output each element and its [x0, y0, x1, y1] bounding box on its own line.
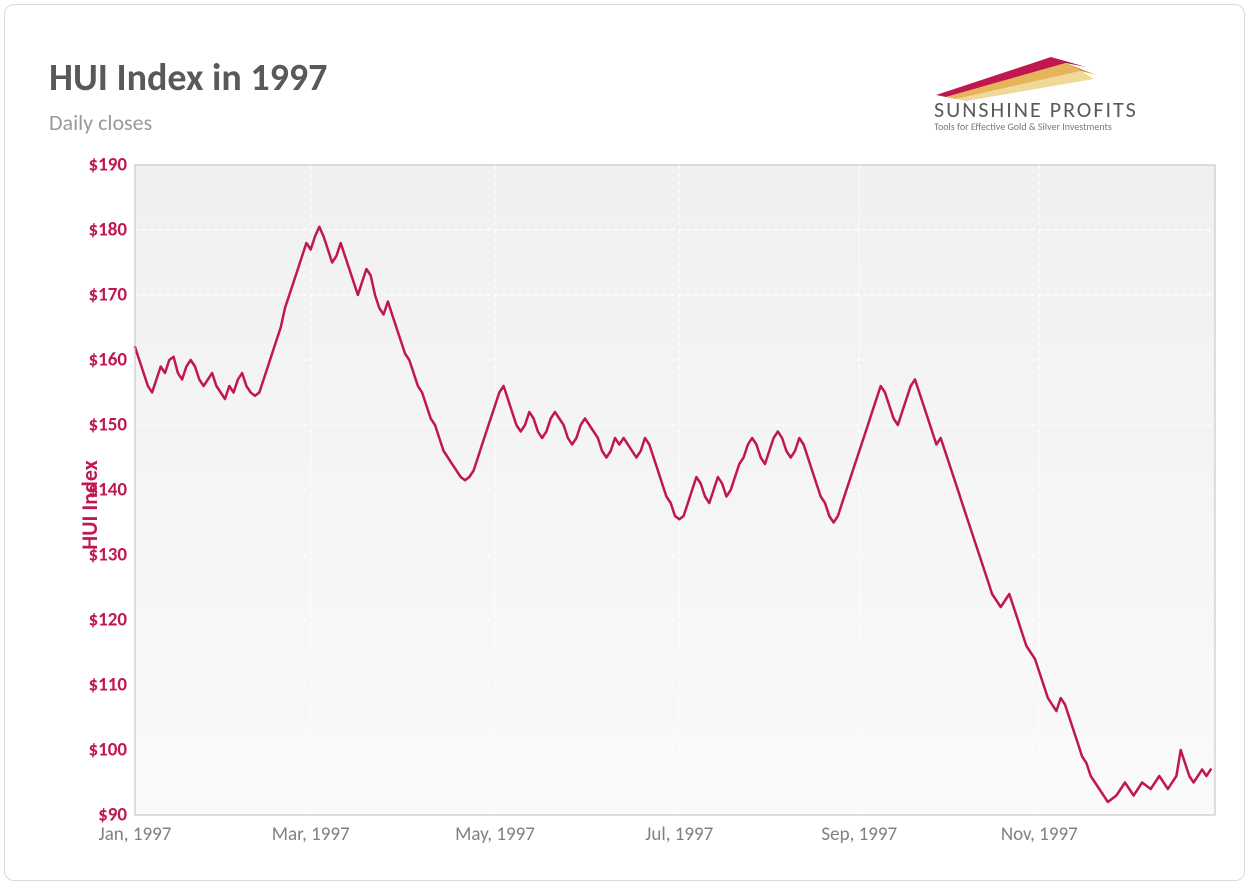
logo-rays-icon — [936, 57, 1096, 101]
logo-main-text: SUNSHINE PROFITS — [934, 96, 1138, 123]
x-tick-label: Jan, 1997 — [99, 823, 172, 846]
y-tick-label: $170 — [67, 284, 127, 307]
x-tick-label: Jul, 1997 — [645, 823, 713, 846]
y-tick-label: $150 — [67, 414, 127, 437]
y-tick-label: $120 — [67, 609, 127, 632]
y-tick-label: $110 — [67, 674, 127, 697]
y-tick-label: $100 — [67, 739, 127, 762]
logo-sub-text: Tools for Effective Gold & Silver Invest… — [934, 120, 1112, 133]
x-tick-label: Nov, 1997 — [1001, 823, 1078, 846]
y-tick-label: $160 — [67, 349, 127, 372]
line-chart-plot — [35, 155, 1225, 855]
chart-card: HUI Index in 1997 Daily closes SUNSHINE … — [4, 4, 1245, 881]
brand-logo: SUNSHINE PROFITS Tools for Effective Gol… — [896, 55, 1196, 135]
chart-area: HUI Index $90$100$110$120$130$140$150$16… — [35, 155, 1225, 855]
y-tick-label: $130 — [67, 544, 127, 567]
chart-subtitle: Daily closes — [49, 109, 152, 136]
y-tick-label: $190 — [67, 154, 127, 177]
chart-title: HUI Index in 1997 — [49, 55, 327, 101]
x-tick-label: May, 1997 — [455, 823, 535, 846]
y-tick-label: $140 — [67, 479, 127, 502]
x-tick-label: Mar, 1997 — [272, 823, 350, 846]
x-tick-label: Sep, 1997 — [821, 823, 897, 846]
y-tick-label: $180 — [67, 219, 127, 242]
